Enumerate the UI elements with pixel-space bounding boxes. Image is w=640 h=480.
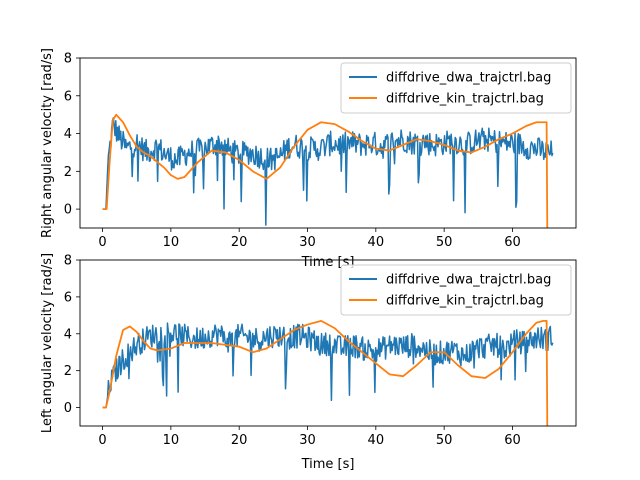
x-tick-label: 60 (504, 235, 521, 250)
x-tick-label: 0 (98, 235, 106, 250)
x-axis-label: Time [s] (301, 457, 355, 472)
legend-label-kin: diffdrive_kin_trajctrl.bag (386, 92, 544, 107)
x-tick-label: 20 (231, 235, 248, 250)
y-tick-label: 0 (64, 203, 72, 218)
y-tick-label: 2 (64, 165, 72, 180)
x-tick-label: 20 (231, 433, 248, 448)
series-line-dwa (102, 117, 554, 226)
x-tick-label: 10 (163, 433, 180, 448)
y-tick-label: 8 (64, 254, 72, 269)
legend: diffdrive_dwa_trajctrl.bag diffdrive_kin… (340, 264, 572, 316)
y-tick-label: 6 (64, 89, 72, 104)
y-tick-label: 4 (64, 127, 72, 142)
y-ticks: 0 2 4 6 8 (64, 254, 80, 416)
x-ticks: 0 10 20 30 40 50 60 (98, 228, 521, 250)
legend: diffdrive_dwa_trajctrl.bag diffdrive_kin… (340, 62, 572, 114)
x-tick-label: 40 (368, 433, 385, 448)
y-axis-label: Left angular velocity [rad/s] (40, 253, 55, 433)
x-tick-label: 50 (436, 433, 453, 448)
y-ticks: 0 2 4 6 8 (64, 52, 80, 218)
axes-frame (79, 259, 577, 427)
axes-frame (79, 57, 577, 229)
y-tick-label: 6 (64, 290, 72, 305)
x-tick-label: 10 (163, 235, 180, 250)
x-tick-label: 30 (299, 235, 316, 250)
y-tick-label: 4 (64, 327, 72, 342)
series-line-kin (102, 319, 549, 426)
x-tick-label: 40 (368, 235, 385, 250)
y-tick-label: 8 (64, 52, 72, 67)
legend-label-kin: diffdrive_kin_trajctrl.bag (386, 294, 544, 309)
series-line-kin (102, 113, 549, 228)
legend-box (340, 62, 572, 114)
x-tick-label: 0 (98, 433, 106, 448)
y-tick-label: 2 (64, 364, 72, 379)
legend-box (340, 264, 572, 316)
plot-area (102, 319, 554, 426)
x-tick-label: 30 (299, 433, 316, 448)
y-axis-label: Right angular velocity [rad/s] (40, 48, 55, 238)
legend-label-dwa: diffdrive_dwa_trajctrl.bag (386, 273, 551, 288)
subplot-left-angular-velocity: 0 10 20 30 40 50 60 0 2 4 6 8 Time [s] Left angula… (40, 253, 577, 472)
plot-area (102, 113, 554, 228)
y-tick-label: 0 (64, 401, 72, 416)
series-line-dwa (102, 322, 554, 409)
x-tick-label: 60 (504, 433, 521, 448)
x-tick-label: 50 (436, 235, 453, 250)
legend-label-dwa: diffdrive_dwa_trajctrl.bag (386, 71, 551, 86)
x-ticks: 0 10 20 30 40 50 60 (98, 426, 521, 448)
